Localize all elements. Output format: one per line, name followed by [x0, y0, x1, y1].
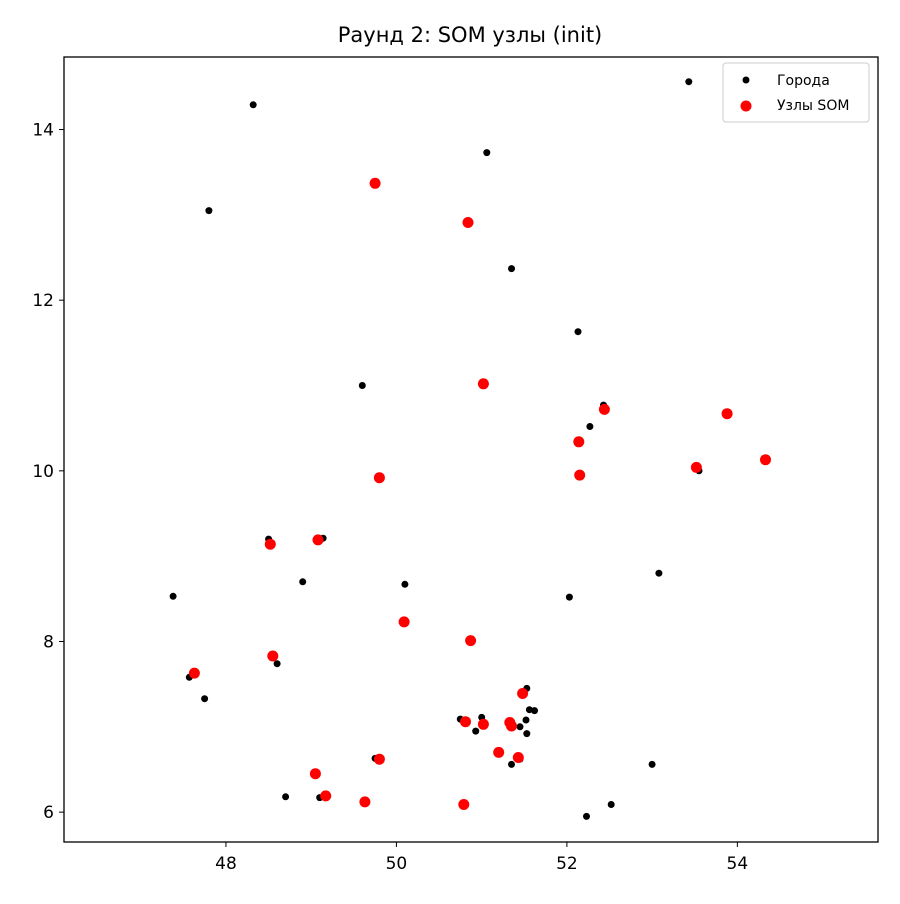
city-point [574, 328, 582, 336]
x-tick-label: 48 [215, 854, 237, 874]
city-point [169, 592, 177, 600]
city-point [472, 727, 480, 735]
city-point [358, 382, 366, 389]
series-som-nodes [188, 177, 771, 810]
legend-label-som-nodes: Узлы SOM [777, 98, 849, 114]
legend-label-cities: Города [777, 73, 830, 89]
som-node-point [188, 667, 200, 679]
som-node-point [477, 378, 489, 390]
som-node-point [573, 436, 585, 448]
city-point [273, 660, 281, 668]
axes-frame [63, 56, 879, 843]
y-tick-label: 6 [43, 803, 54, 823]
som-node-point [493, 746, 505, 758]
legend-marker-cities [742, 76, 750, 84]
city-point [299, 578, 307, 586]
city-point [648, 760, 656, 768]
city-point [205, 207, 213, 215]
som-node-point [373, 472, 385, 484]
city-point [523, 730, 531, 738]
city-point [508, 265, 515, 273]
city-point [249, 101, 257, 109]
city-point [531, 707, 538, 715]
city-point [586, 423, 594, 430]
som-node-point [721, 408, 733, 420]
som-node-point [517, 688, 529, 699]
som-node-point [598, 403, 610, 415]
city-point [607, 801, 615, 808]
city-point [282, 793, 290, 801]
city-point [201, 695, 209, 703]
som-node-point [264, 538, 276, 550]
som-node-point [506, 720, 517, 732]
som-node-point [690, 461, 702, 473]
y-tick-label: 10 [32, 462, 54, 482]
x-tick-label: 54 [727, 854, 749, 874]
som-node-point [760, 454, 771, 466]
y-tick-label: 12 [32, 291, 54, 311]
som-node-point [512, 752, 524, 763]
legend: Города Узлы SOM [722, 62, 870, 123]
series-cities [169, 78, 703, 820]
legend-box [722, 62, 870, 123]
x-tick-label: 50 [386, 854, 408, 874]
city-point [655, 569, 663, 577]
som-node-point [460, 716, 471, 728]
chart-title: Раунд 2: SOM узлы (init) [338, 23, 603, 47]
legend-marker-som-nodes [740, 100, 752, 112]
som-node-point [359, 796, 371, 808]
som-node-point [312, 534, 324, 546]
som-node-point [309, 768, 321, 780]
city-point [685, 78, 693, 86]
som-node-point [398, 616, 410, 628]
city-point [508, 760, 515, 768]
som-node-point [465, 635, 477, 647]
som-node-point [462, 217, 474, 228]
y-tick-label: 14 [32, 121, 54, 141]
som-node-point [267, 650, 279, 662]
plot-marks [169, 78, 771, 820]
y-tick-label: 8 [43, 632, 54, 652]
som-node-point [320, 790, 332, 802]
city-point [565, 593, 573, 601]
som-node-point [477, 718, 489, 730]
axis-ticks: 48 50 52 54 6 8 10 12 14 [32, 121, 748, 874]
city-point [522, 716, 530, 724]
x-tick-label: 52 [556, 854, 578, 874]
city-point [401, 580, 409, 588]
som-node-point [574, 469, 586, 481]
city-point [583, 812, 590, 820]
som-node-point [373, 753, 385, 765]
city-point [483, 149, 491, 157]
som-node-point [458, 799, 470, 810]
city-point [516, 723, 524, 731]
som-node-point [369, 177, 381, 189]
